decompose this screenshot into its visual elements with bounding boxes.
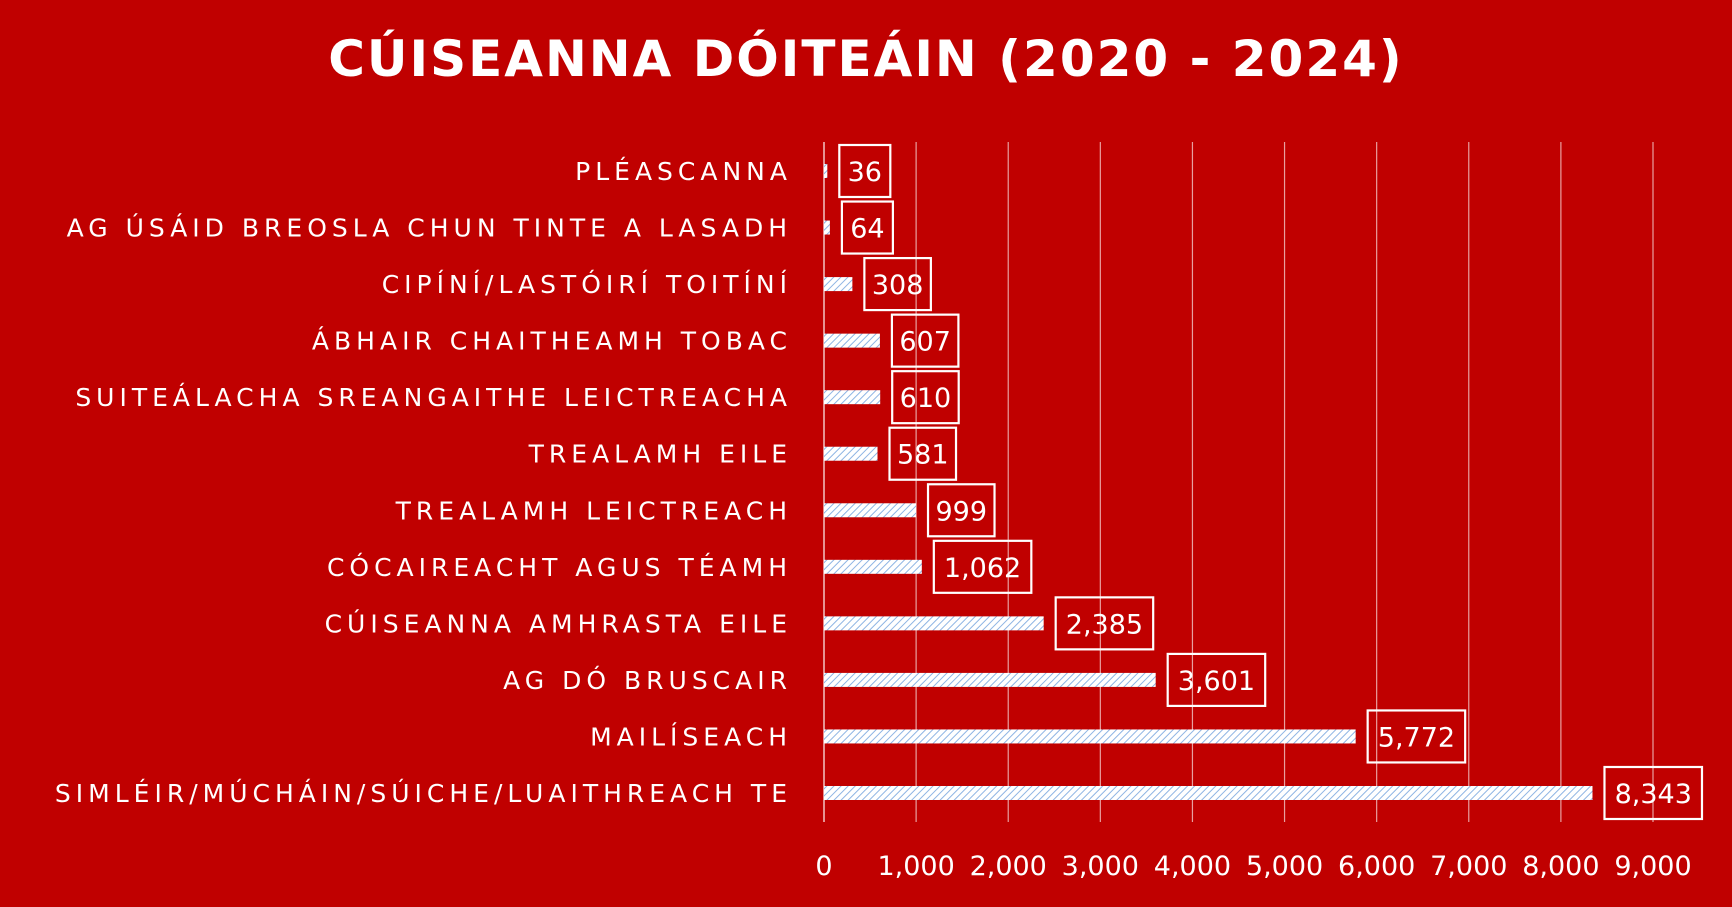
data-label-box — [1603, 765, 1704, 821]
x-tick-label: 6,000 — [1338, 851, 1415, 882]
bar — [824, 559, 922, 574]
bar — [824, 786, 1593, 800]
data-label-box — [932, 539, 1033, 594]
category-label: MAILÍSEACH — [590, 722, 792, 751]
data-label: 581 — [897, 440, 949, 471]
x-tick-label: 8,000 — [1522, 851, 1599, 882]
data-label-box — [888, 426, 958, 481]
data-label-box — [1366, 709, 1467, 764]
bar — [824, 333, 880, 348]
data-label: 308 — [872, 270, 924, 301]
data-label-box — [863, 256, 932, 312]
data-label: 607 — [899, 327, 951, 358]
data-label: 999 — [935, 496, 987, 527]
data-label: 2,385 — [1066, 609, 1143, 640]
category-label: SIMLÉIR/MÚCHÁIN/SÚICHE/LUAITHREACH TE — [55, 778, 792, 808]
category-label: SUITEÁLACHA SREANGAITHE LEICTREACHA — [75, 383, 792, 412]
bar — [824, 616, 1044, 631]
data-label-box — [1054, 596, 1155, 651]
bar — [824, 390, 881, 405]
category-label: TREALAMH EILE — [528, 440, 792, 469]
data-label-box — [840, 200, 894, 255]
data-label: 1,062 — [944, 553, 1021, 584]
category-label: PLÉASCANNA — [575, 157, 792, 186]
bar — [824, 503, 917, 518]
bar — [824, 277, 853, 292]
data-label-box — [891, 370, 960, 425]
category-label: AG DÓ BRUSCAIR — [503, 665, 792, 695]
x-tick-label: 9,000 — [1614, 851, 1691, 882]
data-label-box — [1166, 652, 1267, 708]
bar — [824, 672, 1156, 687]
category-label: AG ÚSÁID BREOSLA CHUN TINTE A LASADH — [67, 213, 792, 243]
category-label: ÁBHAIR CHAITHEAMH TOBAC — [312, 327, 792, 356]
category-label: TREALAMH LEICTREACH — [395, 496, 792, 525]
bar — [824, 220, 830, 235]
x-tick-label: 2,000 — [970, 851, 1047, 882]
category-label: CÓCAIREACHT AGUS TÉAMH — [327, 552, 792, 582]
data-label: 5,772 — [1378, 722, 1455, 753]
chart-title: CÚISEANNA DÓITEÁIN (2020 - 2024) — [328, 30, 1404, 88]
category-labels: PLÉASCANNA AG ÚSÁID BREOSLA CHUN TINTE A … — [55, 157, 792, 808]
bar — [824, 729, 1356, 744]
x-tick-label: 0 — [815, 851, 832, 882]
x-tick-label: 1,000 — [877, 851, 954, 882]
data-label: 610 — [900, 383, 952, 414]
data-label-box — [926, 483, 996, 538]
bars — [824, 164, 1593, 800]
data-label-box — [838, 143, 892, 199]
data-label-box — [890, 313, 960, 368]
x-tick-labels: 0 1,000 2,000 3,000 4,000 5,000 6,000 7,000 8,00… — [815, 851, 1691, 882]
category-label: CIPÍNÍ/LASTÓIRÍ TOITÍNÍ — [382, 269, 792, 299]
data-label: 3,601 — [1178, 666, 1255, 697]
data-label: 36 — [848, 157, 882, 188]
x-tick-label: 5,000 — [1246, 851, 1323, 882]
x-tick-label: 3,000 — [1062, 851, 1139, 882]
data-label: 8,343 — [1615, 779, 1692, 810]
category-label: CÚISEANNA AMHRASTA EILE — [325, 608, 792, 638]
bar — [824, 164, 828, 178]
data-label: 64 — [850, 214, 884, 245]
x-tick-label: 7,000 — [1430, 851, 1507, 882]
x-tick-label: 4,000 — [1154, 851, 1231, 882]
gridlines — [915, 142, 1654, 822]
data-labels: 36 64 308 607 610 581 999 1,062 2,385 3,601 5,772 8… — [838, 143, 1704, 821]
bar — [824, 446, 878, 461]
